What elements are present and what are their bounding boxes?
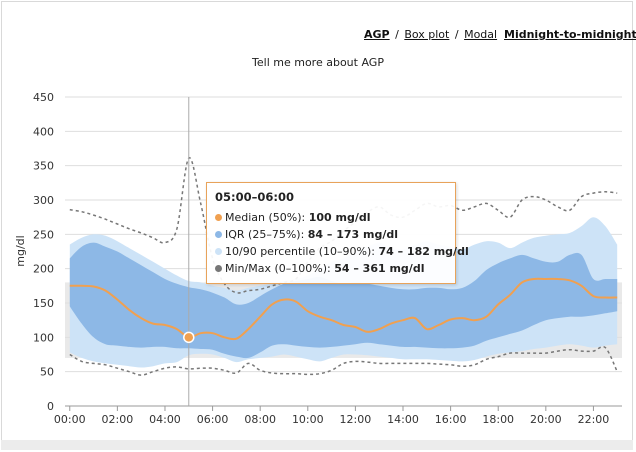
tooltip-row-minmax: Min/Max (0–100%): 54 – 361 mg/dl [215, 260, 447, 277]
separator: / [454, 28, 459, 41]
y-tick-label: 350 [33, 160, 54, 173]
x-tick-label: 12:00 [340, 413, 372, 426]
tooltip-value: 84 – 173 mg/dl [307, 228, 399, 241]
x-tick-label: 10:00 [292, 413, 324, 426]
iqr-dot-icon [215, 231, 222, 238]
percentile-dot-icon [215, 248, 222, 255]
x-tick-label: 20:00 [530, 413, 562, 426]
midnight-to-midnight-link[interactable]: Midnight-to-midnight [504, 28, 636, 41]
tooltip-value: 74 – 182 mg/dl [378, 245, 469, 258]
tooltip-row-iqr: IQR (25–75%): 84 – 173 mg/dl [215, 226, 447, 243]
agp-link[interactable]: AGP [364, 28, 390, 41]
x-tick-label: 14:00 [387, 413, 419, 426]
hover-tooltip: 05:00–06:00 Median (50%): 100 mg/dl IQR … [206, 182, 469, 284]
x-tick-label: 00:00 [54, 413, 86, 426]
minmax-dot-icon [215, 265, 222, 272]
tooltip-label: IQR (25–75%): [225, 228, 305, 241]
x-tick-label: 06:00 [197, 413, 229, 426]
y-tick-label: 0 [47, 400, 54, 413]
y-tick-label: 250 [33, 228, 54, 241]
y-axis-label: mg/dl [14, 235, 27, 266]
tooltip-value: 54 – 361 mg/dl [334, 262, 425, 275]
min-line [69, 345, 618, 376]
y-tick-label: 450 [33, 91, 54, 104]
y-tick-label: 400 [33, 125, 54, 138]
tooltip-title: 05:00–06:00 [215, 190, 294, 204]
frame-bottom-bar [1, 440, 633, 450]
hover-marker [183, 331, 195, 344]
tooltip-label: 10/90 percentile (10–90%): [225, 245, 375, 258]
x-tick-label: 02:00 [102, 413, 134, 426]
separator: / [395, 28, 399, 41]
median-dot-icon [215, 214, 222, 221]
y-tick-label: 100 [33, 331, 54, 344]
y-tick-label: 50 [40, 366, 54, 379]
tooltip-label: Median (50%): [225, 211, 306, 224]
x-tick-label: 18:00 [482, 413, 514, 426]
tooltip-value: 100 mg/dl [308, 211, 371, 224]
median-line [69, 277, 618, 341]
tooltip-label: Min/Max (0–100%): [225, 262, 331, 275]
x-tick-label: 04:00 [149, 413, 181, 426]
y-tick-label: 200 [33, 263, 54, 276]
modal-link[interactable]: Modal [464, 28, 498, 41]
tooltip-row-percentile: 10/90 percentile (10–90%): 74 – 182 mg/d… [215, 243, 469, 260]
iqr-band [69, 242, 618, 359]
boxplot-link[interactable]: Box plot [404, 28, 450, 41]
x-tick-label: 22:00 [578, 413, 610, 426]
view-switcher: AGP / Box plot / Modal Midnight-to-midni… [364, 28, 636, 41]
chart-subtitle: Tell me more about AGP [252, 56, 384, 69]
x-tick-label: 16:00 [435, 413, 467, 426]
y-tick-label: 150 [33, 297, 54, 310]
tooltip-row-median: Median (50%): 100 mg/dl [215, 209, 447, 226]
x-tick-label: 08:00 [244, 413, 276, 426]
y-tick-label: 300 [33, 194, 54, 207]
